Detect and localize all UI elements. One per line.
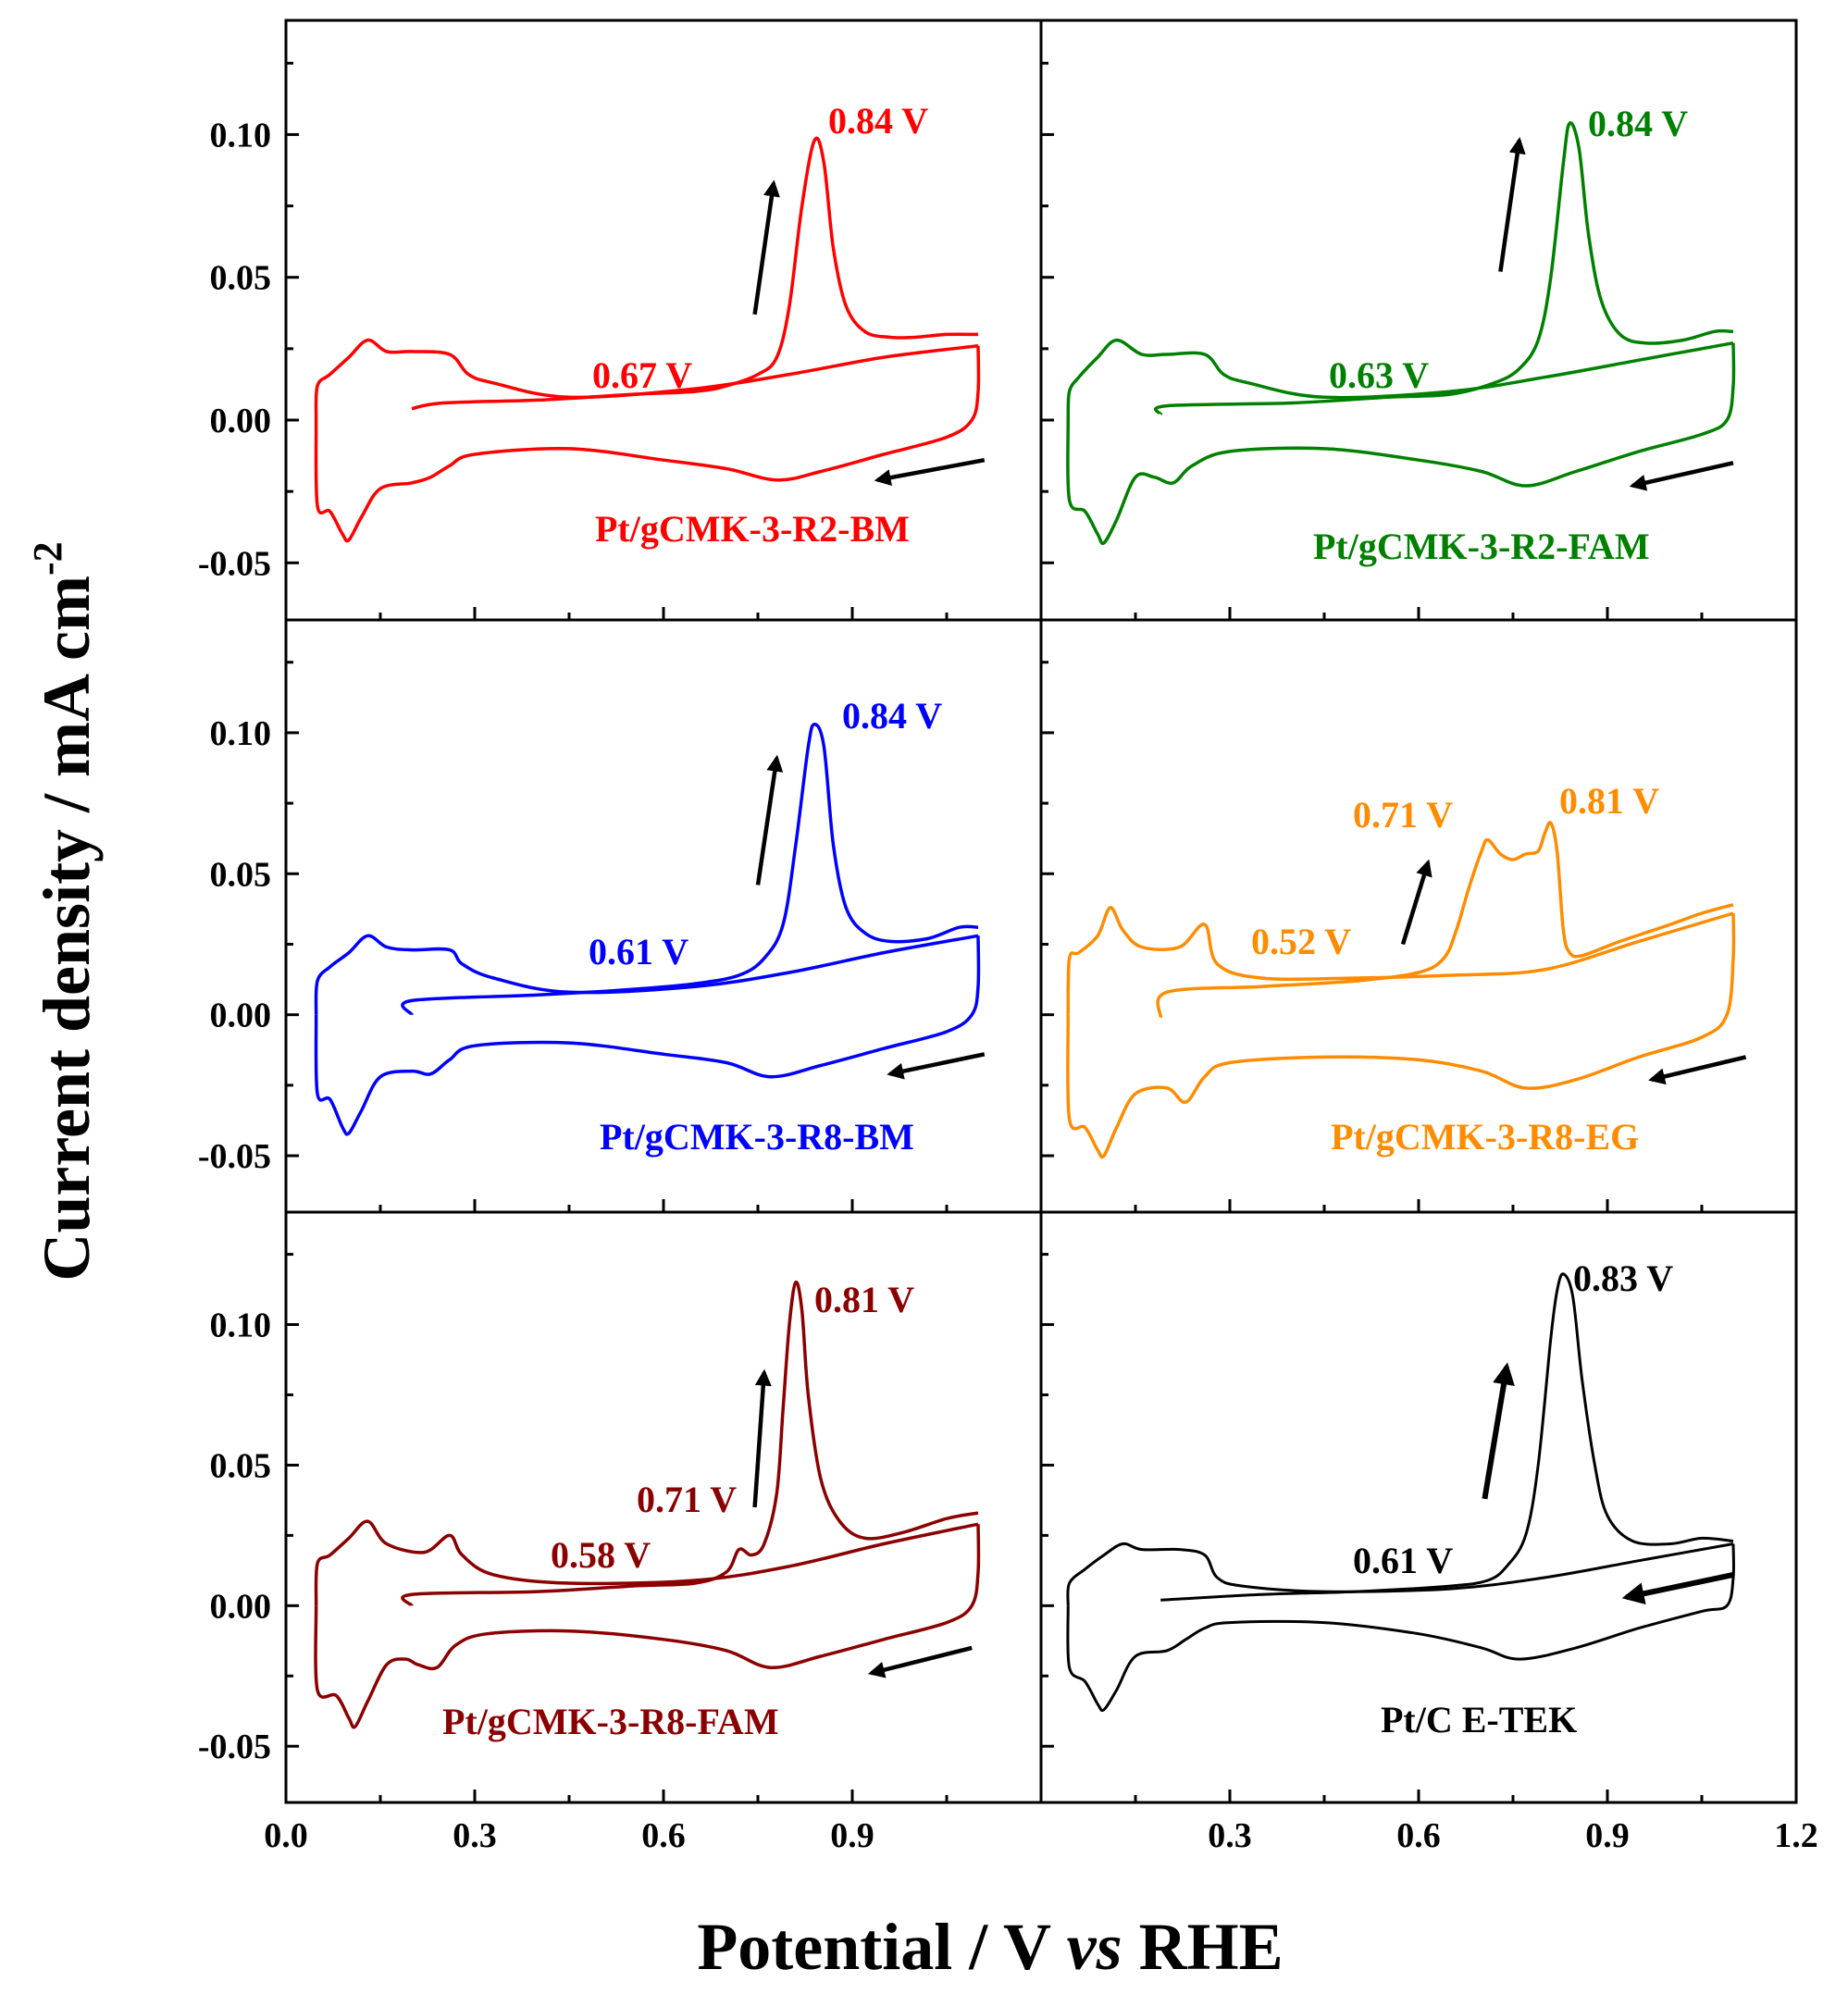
axis-ticks xyxy=(286,61,1704,1802)
x-tick-label: 0.0 xyxy=(264,1816,308,1855)
panel-r2-bm-onset-label: 0.67 V xyxy=(592,354,692,396)
cv-trace-return_upper xyxy=(314,338,979,421)
panel-etek-onset-label: 0.61 V xyxy=(1353,1540,1453,1581)
panel-r8-eg-legend: Pt/gCMK-3-R8-EG xyxy=(1331,1116,1639,1158)
y-tick-label: 0.05 xyxy=(210,855,272,894)
y-tick-label: 0.00 xyxy=(210,1587,272,1626)
scan-direction-arrows xyxy=(752,137,1747,1678)
cv-trace-cathodic xyxy=(314,1524,981,1729)
x-tick-label: 0.3 xyxy=(1208,1816,1252,1855)
x-axis-title-vs: vs xyxy=(1067,1910,1122,1984)
axis-tick-labels: 0.10 0.05 0.00 -0.05 0.10 0.05 0.00 -0.05 0.10 0.… xyxy=(198,116,1818,1855)
y-tick-label: 0.00 xyxy=(210,997,272,1035)
scan-direction-arrow xyxy=(1648,1055,1747,1085)
x-tick-label: 0.6 xyxy=(1396,1816,1441,1855)
scan-direction-arrow xyxy=(752,180,780,316)
panel-r8-eg-peak1-label: 0.71 V xyxy=(1353,794,1453,836)
panel-r8-eg-peak2-label: 0.81 V xyxy=(1559,780,1659,822)
panel-etek-peak-label: 0.83 V xyxy=(1573,1257,1673,1299)
cv-trace-cathodic xyxy=(1066,342,1736,546)
panel-r8-bm-onset-label: 0.61 V xyxy=(589,931,688,972)
cv-trace-cathodic xyxy=(1066,912,1736,1159)
cv-panel-1 xyxy=(1066,120,1736,546)
scan-direction-arrow xyxy=(1629,461,1734,491)
x-axis-title-part-1: Potential / V xyxy=(697,1910,1066,1984)
y-tick-label: 0.00 xyxy=(210,402,272,440)
y-tick-label: -0.05 xyxy=(198,1137,271,1176)
panel-r8-fam-onset-label: 0.58 V xyxy=(551,1534,651,1576)
cv-trace-cathodic xyxy=(314,345,981,543)
scan-direction-arrow xyxy=(867,1645,973,1678)
panel-r8-fam-legend: Pt/gCMK-3-R8-FAM xyxy=(442,1701,779,1742)
panel-r8-fam-peak-label: 0.81 V xyxy=(814,1279,914,1320)
y-tick-label: -0.05 xyxy=(198,544,271,583)
panel-r2-bm-peak-label: 0.84 V xyxy=(828,100,928,142)
cv-panel-2 xyxy=(314,723,981,1136)
panel-r2-fam-peak-label: 0.84 V xyxy=(1588,103,1688,144)
scan-direction-arrow xyxy=(1400,859,1433,946)
panel-r2-fam-legend: Pt/gCMK-3-R2-FAM xyxy=(1313,526,1650,567)
cv-trace-return_upper xyxy=(314,1519,979,1606)
x-axis-title-part-3: RHE xyxy=(1122,1910,1284,1984)
x-tick-label: 0.3 xyxy=(453,1816,497,1855)
scan-direction-arrow xyxy=(1498,137,1526,272)
cv-panel-0 xyxy=(314,136,981,543)
x-tick-label: 0.9 xyxy=(830,1816,874,1855)
cv-panel-4 xyxy=(314,1280,981,1729)
y-axis-title-main: Current density / mA cm xyxy=(30,576,104,1282)
panel-etek-legend: Pt/C E-TEK xyxy=(1381,1699,1577,1740)
cv-panel-3 xyxy=(1066,821,1736,1159)
scan-direction-arrow xyxy=(752,1369,772,1508)
y-tick-label: 0.05 xyxy=(210,259,272,298)
panel-frames xyxy=(284,19,1798,1804)
panel-r8-eg-onset-label: 0.52 V xyxy=(1251,921,1351,962)
x-tick-label: 1.2 xyxy=(1774,1816,1818,1855)
cv-trace-cathodic xyxy=(1066,1543,1735,1713)
cv-trace-return_upper xyxy=(1066,338,1734,421)
panel-r8-bm-peak-label: 0.84 V xyxy=(842,695,942,737)
cv-curves xyxy=(314,120,1736,1729)
scan-direction-arrow xyxy=(755,754,784,886)
y-axis-title-superscript: -2 xyxy=(25,541,70,576)
scan-direction-arrow xyxy=(1482,1362,1515,1500)
panel-r8-bm-legend: Pt/gCMK-3-R8-BM xyxy=(600,1116,914,1158)
annotations: 0.84 V 0.67 V Pt/gCMK-3-R2-BM 0.84 V 0.6… xyxy=(442,100,1688,1742)
x-tick-label: 0.9 xyxy=(1585,1816,1630,1855)
cv-trace-return_upper xyxy=(1066,1542,1734,1606)
cv-trace-anodic xyxy=(1160,1272,1734,1602)
cv-trace-anodic xyxy=(401,1280,979,1608)
scan-direction-arrow xyxy=(887,1052,986,1080)
panel-r2-bm-legend: Pt/gCMK-3-R2-BM xyxy=(595,508,910,550)
x-axis-title: Potential / V vs RHE xyxy=(697,1910,1283,1984)
x-tick-label: 0.6 xyxy=(641,1816,686,1855)
cv-trace-return_upper xyxy=(314,934,979,1015)
y-tick-label: 0.10 xyxy=(210,1307,272,1345)
panel-r8-fam-shoulder-label: 0.71 V xyxy=(637,1479,737,1520)
scan-direction-arrow xyxy=(874,457,986,487)
panel-r2-fam-onset-label: 0.63 V xyxy=(1329,354,1429,396)
cv-panel-5 xyxy=(1066,1272,1735,1713)
y-tick-label: 0.10 xyxy=(210,116,272,155)
y-tick-label: -0.05 xyxy=(198,1728,271,1766)
y-axis-title: Current density / mA cm-2 xyxy=(25,541,104,1281)
y-tick-label: 0.10 xyxy=(210,714,272,753)
y-tick-label: 0.05 xyxy=(210,1446,272,1485)
cv-trace-return_upper xyxy=(1066,906,1734,1015)
cv-trace-cathodic xyxy=(314,935,981,1136)
scan-direction-arrow xyxy=(1621,1571,1734,1605)
